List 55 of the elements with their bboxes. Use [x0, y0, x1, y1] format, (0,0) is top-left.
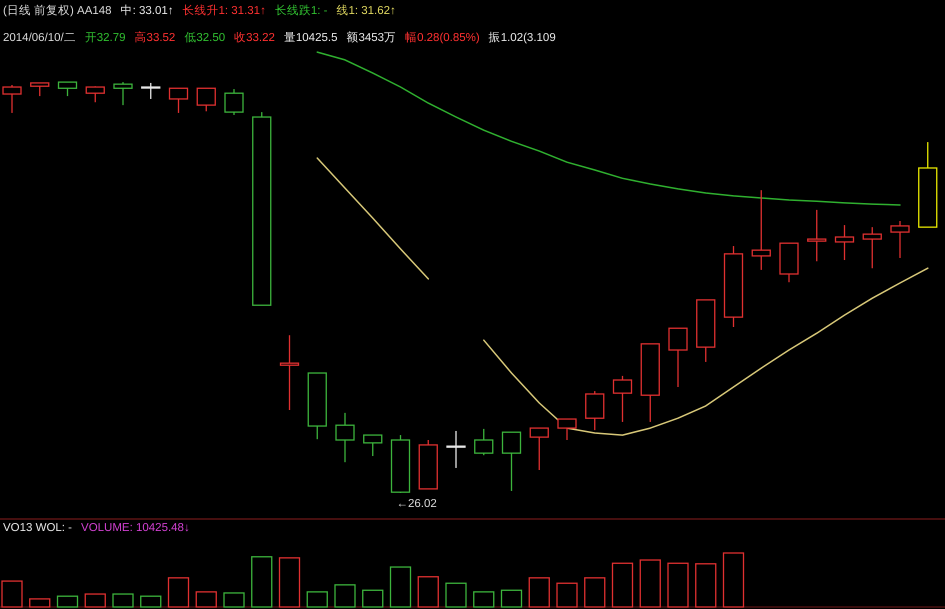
bar — [556, 582, 578, 608]
candlestick — [890, 220, 910, 259]
candlestick — [30, 82, 50, 97]
bar — [390, 566, 412, 608]
bar — [278, 557, 300, 608]
candlestick — [530, 427, 549, 471]
bar — [56, 596, 78, 608]
bar — [251, 556, 272, 608]
bar — [667, 562, 689, 608]
candlestick — [58, 81, 78, 97]
candlestick — [668, 328, 688, 388]
candlestick — [196, 88, 216, 112]
candlestick — [834, 224, 854, 261]
candlestick — [612, 375, 632, 423]
bar — [1, 580, 23, 608]
bar — [528, 577, 550, 608]
bar — [223, 592, 245, 608]
candlestick — [363, 434, 382, 457]
bar — [140, 596, 162, 608]
candlestick — [557, 418, 577, 441]
bar — [500, 590, 522, 608]
bar — [334, 584, 356, 608]
candlestick — [446, 430, 466, 469]
candlestick — [474, 428, 494, 456]
candlestick — [141, 82, 160, 100]
bar — [612, 562, 634, 608]
candlestick — [335, 412, 355, 463]
candlestick — [752, 190, 771, 271]
bar — [722, 552, 744, 608]
candlestick — [224, 88, 244, 116]
candlestick — [2, 84, 22, 114]
bar — [29, 598, 50, 608]
candlestick — [168, 88, 188, 114]
bar — [584, 577, 606, 608]
bar — [362, 590, 384, 608]
candlestick — [502, 432, 522, 492]
bar — [306, 591, 328, 608]
bar — [473, 591, 494, 608]
candlestick — [113, 81, 133, 106]
candlestick — [86, 86, 105, 103]
chart-title: VO13 WOL: - VOLUME: 10425.48↓ — [3, 522, 190, 534]
bar — [196, 591, 217, 608]
candlestick — [807, 209, 826, 262]
chart-title: (日线 前复权) AA148 中: 33.01↑ 长线升1: 31.31↑ 长线跌1: - 线1: 31.62↑ — [3, 4, 396, 17]
text: 2014/06/10/二 开32.79 高33.52 低32.50 收33.22 量10425.5 额3453万 幅0.28(0.85%) 振1.02(3.109 — [3, 32, 556, 44]
bar — [695, 563, 716, 608]
bar — [84, 593, 106, 608]
bar — [112, 593, 134, 608]
bar — [418, 576, 439, 608]
bar — [640, 559, 661, 608]
bar — [168, 577, 190, 608]
candlestick — [862, 226, 882, 269]
candlestick — [280, 334, 300, 411]
bar — [445, 582, 467, 608]
text: ←26.02 — [396, 498, 437, 510]
